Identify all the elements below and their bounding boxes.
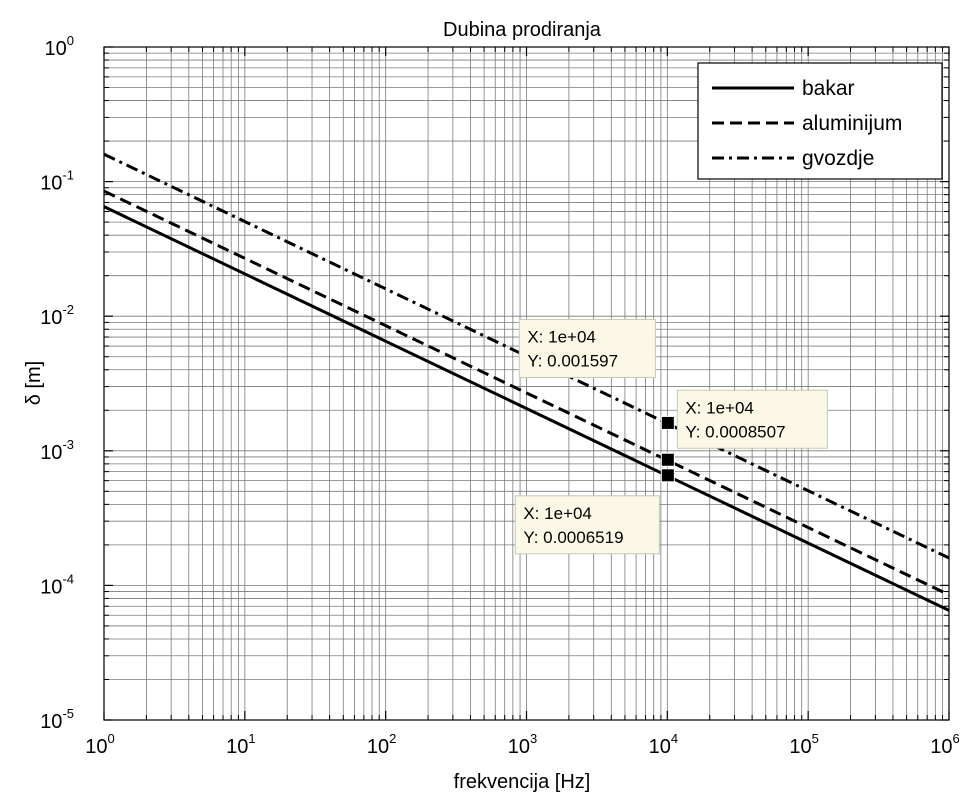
datatip-y-label: Y: 0.001597 <box>527 351 618 370</box>
datatip-y-label: Y: 0.0008507 <box>685 422 785 441</box>
legend-box <box>697 62 943 180</box>
series-line-aluminijum <box>103 189 950 597</box>
datatip-x-label: X: 1e+04 <box>523 504 592 523</box>
x-tick-label: 103 <box>508 731 537 758</box>
datatip-x-label: X: 1e+04 <box>685 398 754 417</box>
datatip-y-label: Y: 0.0006519 <box>523 528 623 547</box>
x-tick-label: 100 <box>85 731 114 758</box>
y-axis-title: δ [m] <box>23 361 45 405</box>
datatip-marker <box>660 468 675 483</box>
x-axis-title: frekvencija [Hz] <box>454 771 591 793</box>
y-tick-label: 10-5 <box>40 706 74 733</box>
x-tick-label: 101 <box>226 731 255 758</box>
datatip-marker <box>660 452 675 467</box>
x-tick-label: 102 <box>367 731 396 758</box>
legend-label-aluminijum: aluminijum <box>802 112 902 135</box>
chart-title: Dubina prodiranja <box>443 19 602 41</box>
x-tick-label: 106 <box>930 731 959 758</box>
datatip-marker <box>660 415 675 430</box>
x-tick-label: 105 <box>789 731 818 758</box>
datatip-box <box>676 389 828 449</box>
y-tick-label: 10-2 <box>40 302 74 329</box>
legend: bakar aluminijum gvozdje <box>697 62 943 180</box>
datatip-box <box>518 318 656 378</box>
legend-label-bakar: bakar <box>802 77 855 100</box>
y-tick-label: 10-3 <box>40 437 74 464</box>
ticks: 100 101 102 103 104 105 106 10-5 10-4 10-3 10-2 10-… <box>40 33 960 758</box>
y-tick-label: 10-4 <box>40 571 74 598</box>
y-tick-label: 10-1 <box>40 168 74 195</box>
datatip-x-label: X: 1e+04 <box>527 327 596 346</box>
legend-label-gvozdje: gvozdje <box>802 147 874 170</box>
x-tick-label: 104 <box>649 731 678 758</box>
y-tick-label: 100 <box>45 33 74 60</box>
series-line-bakar <box>103 205 950 612</box>
datatips: X: 1e+04 Y: 0.001597 X: 1e+04 Y: 0.0008507 X… <box>514 318 828 555</box>
datatip-box <box>514 495 660 555</box>
